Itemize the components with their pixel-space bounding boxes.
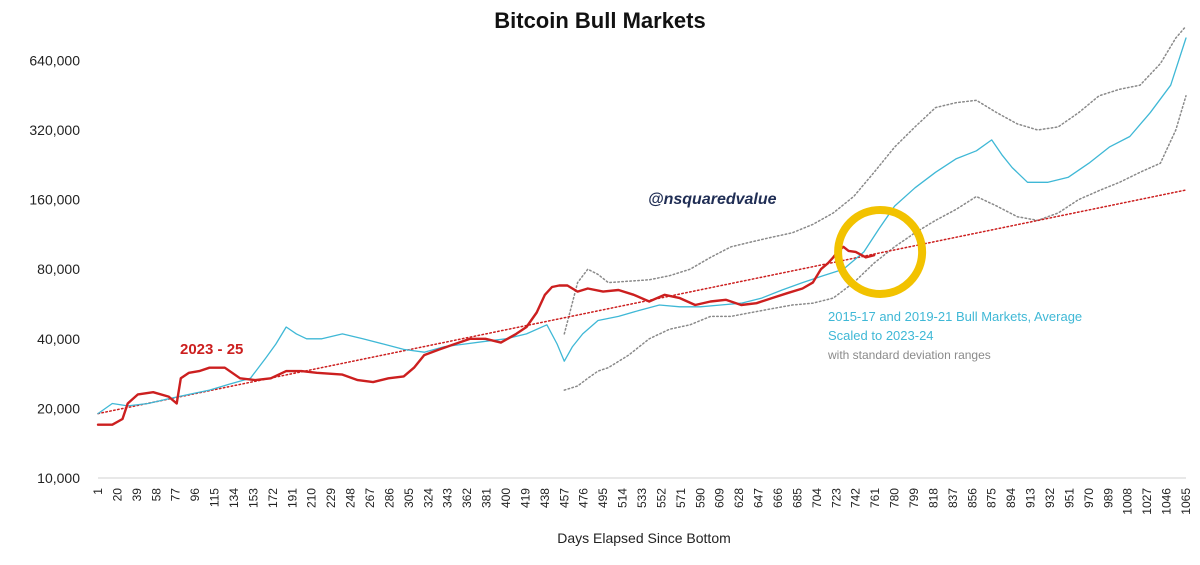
series-line-average-scaled: [97, 37, 1187, 415]
x-tick-label: 1027: [1140, 488, 1154, 515]
x-tick-label: 419: [518, 488, 532, 508]
x-tick-label: 799: [907, 488, 921, 508]
grey-annotation-line: with standard deviation ranges: [827, 348, 991, 362]
x-tick-label: 210: [305, 488, 319, 508]
x-tick-label: 324: [421, 488, 435, 508]
x-tick-label: 894: [1004, 488, 1018, 508]
x-tick-label: 837: [946, 488, 960, 508]
y-tick-label: 160,000: [29, 192, 80, 208]
y-tick-label: 640,000: [29, 52, 80, 68]
x-tick-label: 628: [732, 488, 746, 508]
x-tick-label: 970: [1082, 488, 1096, 508]
x-tick-label: 267: [363, 488, 377, 508]
chart-title: Bitcoin Bull Markets: [494, 8, 705, 33]
x-tick-label: 286: [382, 488, 396, 508]
y-tick-label: 10,000: [37, 470, 80, 486]
x-tick-label: 495: [596, 488, 610, 508]
x-tick-label: 20: [110, 488, 124, 502]
x-tick-label: 343: [441, 488, 455, 508]
x-tick-label: 856: [965, 488, 979, 508]
x-tick-label: 666: [771, 488, 785, 508]
y-tick-label: 80,000: [37, 261, 80, 277]
x-tick-label: 1065: [1179, 488, 1193, 515]
series-line-2023-25: [96, 245, 876, 426]
x-tick-label: 457: [557, 488, 571, 508]
x-axis: 1 20 39 58 77 96 115 134 153 172 191 210 229 248 267 28…: [91, 477, 1193, 515]
x-tick-label: 1046: [1160, 488, 1174, 515]
highlight-circle: [834, 205, 927, 298]
x-tick-label: 913: [1024, 488, 1038, 508]
x-tick-label: 571: [674, 488, 688, 508]
x-axis-label: Days Elapsed Since Bottom: [557, 530, 731, 546]
x-tick-label: 704: [810, 488, 824, 508]
y-tick-label: 20,000: [37, 400, 80, 416]
x-tick-label: 191: [285, 488, 299, 508]
x-tick-label: 609: [713, 488, 727, 508]
series-line-trend: [97, 189, 1187, 415]
series-label-2023-25: 2023 - 25: [180, 341, 243, 358]
x-tick-label: 932: [1043, 488, 1057, 508]
y-tick-label: 320,000: [29, 122, 80, 138]
series-line-upper-std: [563, 25, 1187, 335]
series-line-lower-std: [563, 95, 1187, 391]
x-tick-label: 1008: [1121, 488, 1135, 515]
x-tick-label: 742: [849, 488, 863, 508]
x-tick-label: 400: [499, 488, 513, 508]
x-tick-label: 723: [829, 488, 843, 508]
x-tick-label: 951: [1062, 488, 1076, 508]
x-tick-label: 476: [577, 488, 591, 508]
series-layer: [96, 25, 1187, 426]
x-tick-label: 533: [635, 488, 649, 508]
x-tick-label: 153: [246, 488, 260, 508]
x-tick-label: 875: [985, 488, 999, 508]
x-tick-label: 58: [149, 488, 163, 502]
x-tick-label: 172: [266, 488, 280, 508]
x-tick-label: 39: [130, 488, 144, 502]
x-tick-label: 761: [868, 488, 882, 508]
x-tick-label: 134: [227, 488, 241, 508]
cyan-annotation-line-1: 2015-17 and 2019-21 Bull Markets, Averag…: [828, 309, 1082, 324]
x-tick-label: 989: [1101, 488, 1115, 508]
x-tick-label: 647: [752, 488, 766, 508]
x-tick-label: 818: [926, 488, 940, 508]
y-tick-label: 40,000: [37, 331, 80, 347]
x-tick-label: 1: [91, 488, 105, 495]
y-axis: 10,000 20,000 40,000 80,000 160,000 320,000 64…: [29, 52, 80, 486]
x-tick-label: 229: [324, 488, 338, 508]
x-tick-label: 514: [616, 488, 630, 508]
x-tick-label: 381: [480, 488, 494, 508]
x-tick-label: 552: [654, 488, 668, 508]
x-tick-label: 305: [402, 488, 416, 508]
x-tick-label: 115: [208, 488, 222, 507]
x-tick-label: 590: [693, 488, 707, 508]
highlight-layer: [834, 205, 927, 298]
watermark-label: @nsquaredvalue: [648, 191, 777, 208]
x-tick-label: 438: [538, 488, 552, 508]
x-tick-label: 77: [169, 488, 183, 502]
x-tick-label: 96: [188, 488, 202, 502]
cyan-annotation-line-2: Scaled to 2023-24: [828, 328, 934, 343]
x-tick-label: 248: [344, 488, 358, 508]
x-tick-label: 362: [460, 488, 474, 508]
x-tick-label: 685: [790, 488, 804, 508]
x-tick-label: 780: [888, 488, 902, 508]
